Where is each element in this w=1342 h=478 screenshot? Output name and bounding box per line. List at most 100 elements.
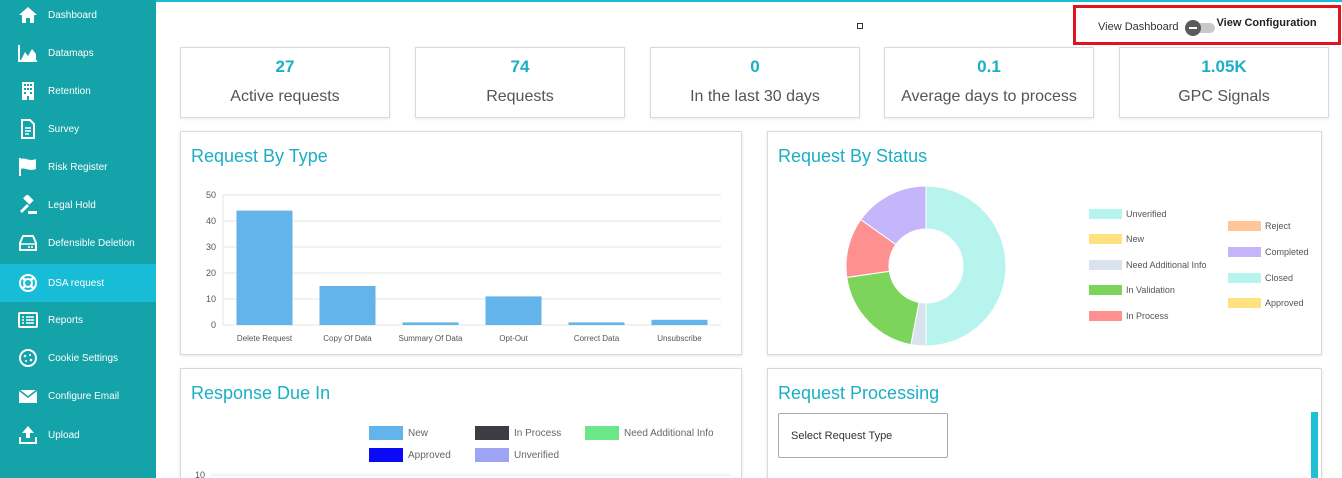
legend-label: In Process (1126, 311, 1169, 321)
request-by-status-panel: Request By Status Unverified New Need Addi… (767, 131, 1322, 355)
cookie-icon (18, 348, 38, 368)
view-toggle-switch[interactable] (1184, 20, 1215, 36)
legend-label: Need Additional Info (1126, 260, 1207, 270)
legend-item[interactable]: New (369, 426, 428, 440)
document-icon (18, 119, 38, 139)
sidebar-item-label: Retention (48, 85, 91, 97)
legend-item[interactable]: Need Additional Info (585, 426, 714, 440)
donut-slice[interactable] (846, 270, 920, 346)
list-icon (18, 310, 38, 330)
stat-card-requests: 74 Requests (415, 47, 625, 118)
legend-item[interactable]: In Validation (1089, 285, 1175, 295)
sidebar: Dashboard Datamaps Retention Survey Risk Reg… (0, 0, 156, 478)
panel-title: Request By Status (778, 146, 928, 166)
stat-card-gpc-signals: 1.05K GPC Signals (1119, 47, 1329, 118)
building-icon (18, 81, 38, 101)
bar[interactable] (651, 319, 708, 325)
legend-item[interactable]: Closed (1228, 273, 1293, 283)
y-tick-label: 40 (206, 216, 216, 226)
panel-title: Request Processing (778, 383, 940, 403)
legend-label: Approved (1265, 298, 1304, 308)
request-processing-panel: Request Processing Select Request Type (767, 368, 1322, 478)
legend-swatch (1089, 234, 1122, 244)
x-tick-label: Delete Request (237, 334, 293, 343)
panel-title: Response Due In (191, 383, 331, 403)
stat-card-last-30-days: 0 In the last 30 days (650, 47, 860, 118)
bar[interactable] (402, 322, 459, 325)
legend-swatch (1228, 247, 1261, 257)
sidebar-item-configure-email[interactable]: Configure Email (0, 377, 156, 415)
select-request-type-dropdown[interactable]: Select Request Type (778, 413, 948, 458)
legend-swatch (1089, 260, 1122, 270)
sidebar-item-label: Legal Hold (48, 199, 96, 211)
legend-label: Unverified (1126, 209, 1167, 219)
stat-value: 74 (510, 57, 530, 76)
sidebar-item-label: Defensible Deletion (48, 237, 135, 249)
legend-label: Unverified (514, 449, 560, 461)
bar[interactable] (236, 210, 293, 325)
legend-swatch (1089, 311, 1122, 321)
sidebar-item-label: Survey (48, 123, 80, 135)
sidebar-item-reports[interactable]: Reports (0, 301, 156, 339)
legend-item[interactable]: Need Additional Info (1089, 260, 1207, 270)
sidebar-item-survey[interactable]: Survey (0, 110, 156, 148)
sidebar-item-legal-hold[interactable]: Legal Hold (0, 186, 156, 224)
y-tick-label: 10 (206, 294, 216, 304)
legend-swatch (585, 426, 619, 440)
request-by-type-panel: Request By Type 0 10 20 30 40 50 Delete Reques… (180, 131, 742, 355)
stat-card-average-days: 0.1 Average days to process (884, 47, 1094, 118)
legend-item[interactable]: Completed (1228, 247, 1309, 257)
stat-label: Average days to process (901, 88, 1077, 105)
response-due-in-panel: Response Due In New In Process Need Additi… (180, 368, 742, 478)
legend-item[interactable]: In Process (1089, 311, 1169, 321)
x-tick-label: Opt-Out (499, 334, 528, 343)
x-tick-label: Copy Of Data (323, 334, 372, 343)
legend-item[interactable]: In Process (475, 426, 561, 440)
legend-swatch (1089, 285, 1122, 295)
lifebuoy-icon (18, 273, 38, 293)
sidebar-item-upload[interactable]: Upload (0, 416, 156, 454)
legend-swatch (1228, 298, 1261, 308)
stat-label: GPC Signals (1178, 88, 1270, 105)
legend-swatch (1228, 273, 1261, 283)
legend-swatch (475, 426, 509, 440)
toggle-track (1188, 23, 1215, 33)
legend-swatch (1089, 209, 1122, 219)
bar[interactable] (485, 296, 542, 325)
view-dashboard-label[interactable]: View Dashboard (1098, 21, 1179, 33)
home-icon (18, 5, 38, 25)
legend-item[interactable]: Reject (1228, 221, 1291, 231)
legend-label: Reject (1265, 221, 1291, 231)
sidebar-item-defensible-deletion[interactable]: Defensible Deletion (0, 224, 156, 262)
scroll-indicator[interactable] (1311, 412, 1318, 478)
sidebar-item-label: Cookie Settings (48, 352, 119, 364)
legend-item[interactable]: Unverified (1089, 209, 1167, 219)
view-configuration-label[interactable]: View Configuration (1216, 17, 1317, 29)
sidebar-item-label: Risk Register (48, 161, 108, 173)
sidebar-item-label: Upload (48, 429, 80, 441)
sidebar-item-dashboard[interactable]: Dashboard (0, 0, 156, 34)
legend-item[interactable]: New (1089, 234, 1144, 244)
y-tick-label: 0 (211, 320, 216, 330)
donut-slice[interactable] (925, 185, 1007, 347)
request-by-type-chart: 0 10 20 30 40 50 Delete Request Copy Of Data Sum… (206, 190, 721, 343)
bar[interactable] (568, 322, 625, 325)
bar[interactable] (319, 286, 376, 325)
y-tick-label: 10 (195, 470, 205, 478)
sidebar-item-risk-register[interactable]: Risk Register (0, 148, 156, 186)
panel-title: Request By Type (191, 146, 328, 166)
sidebar-item-label: Configure Email (48, 390, 120, 402)
donut-slice[interactable] (860, 185, 927, 246)
sidebar-item-datamaps[interactable]: Datamaps (0, 34, 156, 72)
stat-value: 0.1 (977, 57, 1001, 76)
y-tick-label: 20 (206, 268, 216, 278)
legend-item[interactable]: Approved (369, 448, 451, 462)
sidebar-item-retention[interactable]: Retention (0, 72, 156, 110)
sidebar-item-cookie-settings[interactable]: Cookie Settings (0, 339, 156, 377)
gavel-icon (18, 195, 38, 215)
legend-item[interactable]: Approved (1228, 298, 1304, 308)
flag-icon (18, 157, 38, 177)
stat-label: Active requests (230, 88, 340, 105)
sidebar-item-dsa-request[interactable]: DSA request (0, 264, 156, 302)
legend-item[interactable]: Unverified (475, 448, 559, 462)
